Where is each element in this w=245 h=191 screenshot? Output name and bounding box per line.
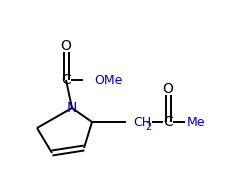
Text: O: O bbox=[163, 82, 173, 96]
Text: C: C bbox=[61, 73, 71, 87]
Text: N: N bbox=[67, 101, 77, 115]
Text: CH: CH bbox=[133, 116, 151, 129]
Text: Me: Me bbox=[187, 116, 206, 129]
Text: C: C bbox=[163, 115, 173, 129]
Text: OMe: OMe bbox=[94, 74, 122, 87]
Text: 2: 2 bbox=[145, 122, 151, 132]
Text: O: O bbox=[61, 39, 72, 53]
